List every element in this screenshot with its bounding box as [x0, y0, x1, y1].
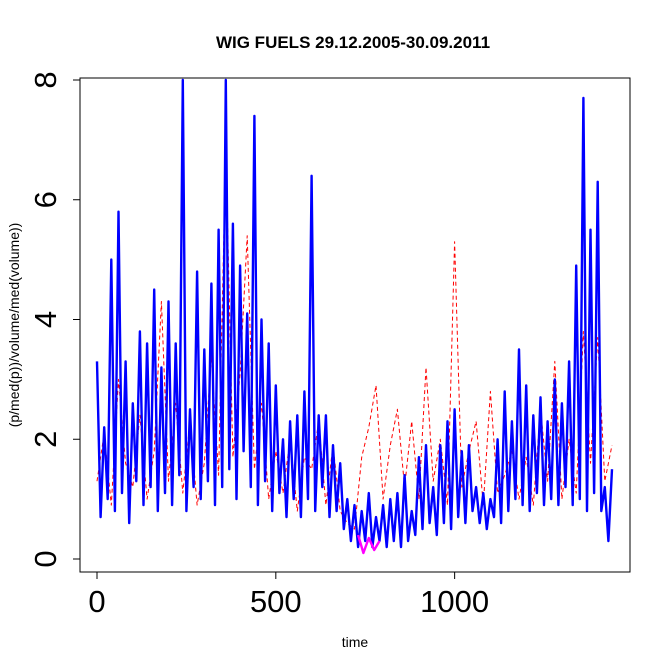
y-axis-label: (p/med(p))/volume/med(volume))	[6, 223, 22, 428]
x-tick-label-2: 1000	[420, 584, 489, 619]
x-tick-label-1: 500	[250, 584, 302, 619]
series-line-0	[96, 145, 613, 530]
y-tick-label-0: 0	[28, 550, 63, 567]
series-line-2	[356, 534, 381, 555]
y-tick-label-4: 8	[28, 71, 63, 88]
x-axis: 0 500 1000	[88, 571, 489, 619]
plot-frame	[79, 77, 631, 573]
y-tick-label-3: 6	[28, 191, 63, 208]
series-layer	[95, 78, 614, 555]
y-axis: 0 2 4 6 8	[28, 71, 81, 568]
y-tick-label-2: 4	[28, 311, 63, 328]
y-tick-label-1: 2	[28, 431, 63, 448]
x-axis-label: time	[342, 634, 369, 650]
series-line-1	[95, 78, 614, 549]
chart-title: WIG FUELS 29.12.2005-30.09.2011	[216, 33, 490, 52]
x-tick-label-0: 0	[88, 584, 105, 619]
